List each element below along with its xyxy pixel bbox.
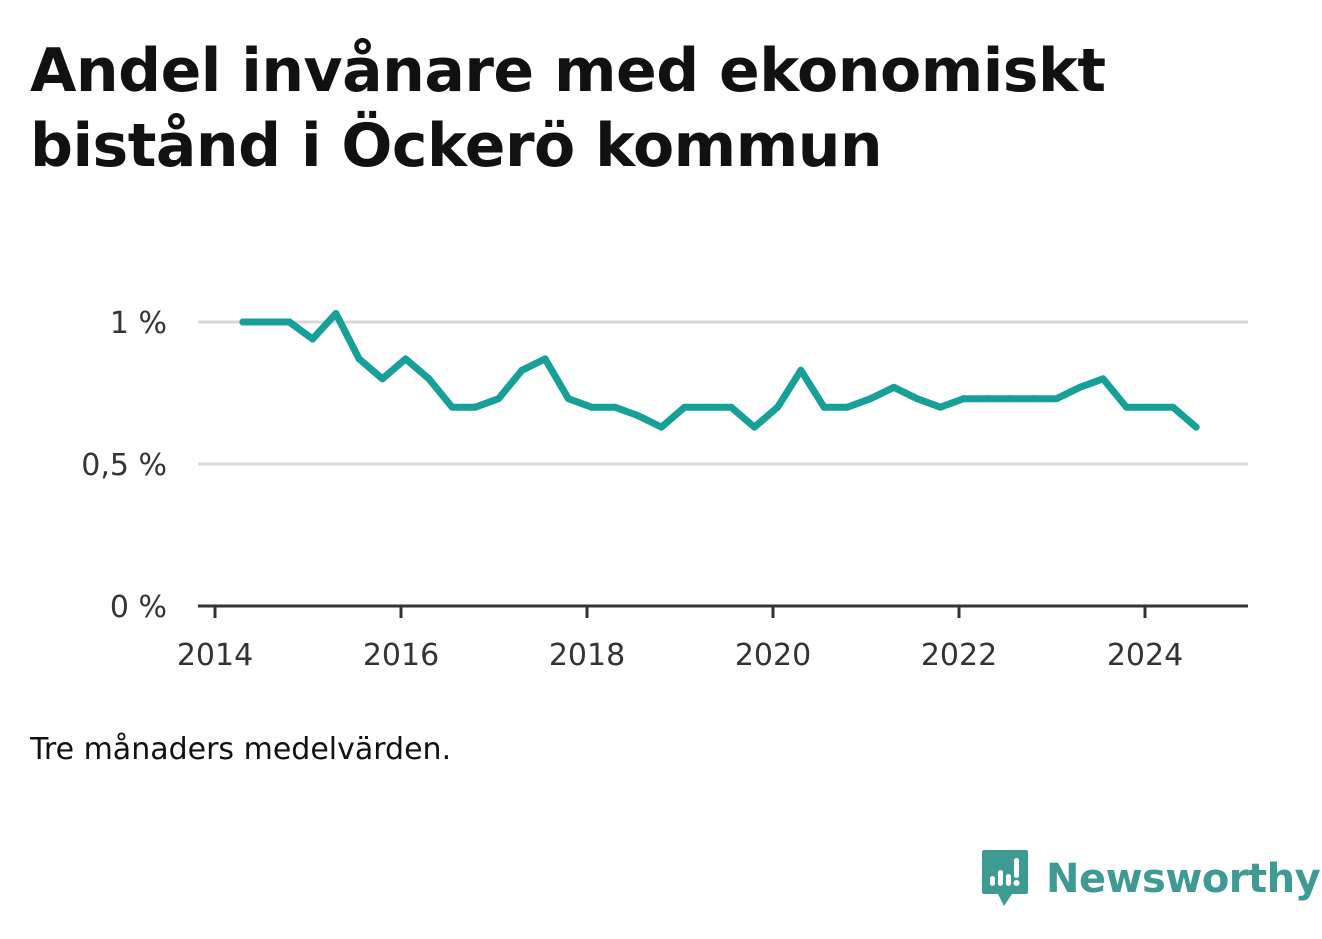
data-point [611,403,619,411]
y-tick-label: 0 % [110,590,167,625]
data-point [843,403,851,411]
x-tick-label: 2022 [921,638,997,673]
chart-title: Andel invånare med ekonomiskt bistånd i … [30,36,1106,181]
data-point [797,366,805,374]
data-point [495,395,503,403]
data-point [425,375,433,383]
data-point [1146,403,1154,411]
data-point [1169,403,1177,411]
gridlines [198,320,1248,466]
newsworthy-logo-icon [982,850,1028,906]
data-point [564,395,572,403]
data-point [657,423,665,431]
data-point [727,403,735,411]
data-point [820,403,828,411]
data-point [332,309,340,317]
data-point [681,403,689,411]
x-tick-label: 2024 [1107,638,1183,673]
data-point [285,318,293,326]
data-point [1192,423,1200,431]
data-point [309,335,317,343]
data-point [1099,375,1107,383]
x-tick-label: 2020 [735,638,811,673]
brand-name: Newsworthy [1046,856,1321,902]
data-point [448,403,456,411]
data-point [774,403,782,411]
data-point [1122,403,1130,411]
x-tick-label: 2014 [177,638,253,673]
x-tick-label: 2016 [363,638,439,673]
brand-logo: Newsworthy [980,848,1321,910]
data-point [471,403,479,411]
data-point [355,355,363,363]
data-point [1053,395,1061,403]
x-axis-ticks: 2014 2016 2018 2020 2022 2024 [177,606,1183,673]
data-point [541,355,549,363]
data-point [750,423,758,431]
series-line [239,310,1200,431]
data-point [983,395,991,403]
data-point [704,403,712,411]
y-axis-ticks: 0 % 0,5 % 1 % [81,306,167,625]
data-point [402,355,410,363]
data-point [262,318,270,326]
data-point [960,395,968,403]
series-layer [239,309,1200,431]
data-point [1029,395,1037,403]
x-tick-label: 2018 [549,638,625,673]
data-point [1006,395,1014,403]
data-point [634,412,642,420]
data-point [867,395,875,403]
data-point [936,403,944,411]
data-point [378,375,386,383]
data-point [588,403,596,411]
y-tick-label: 1 % [110,306,167,341]
data-point [913,395,921,403]
chart-note: Tre månaders medelvärden. [30,732,452,767]
data-point [518,366,526,374]
data-point [1076,383,1084,391]
data-point [890,383,898,391]
data-point [239,318,247,326]
y-tick-label: 0,5 % [81,448,167,483]
